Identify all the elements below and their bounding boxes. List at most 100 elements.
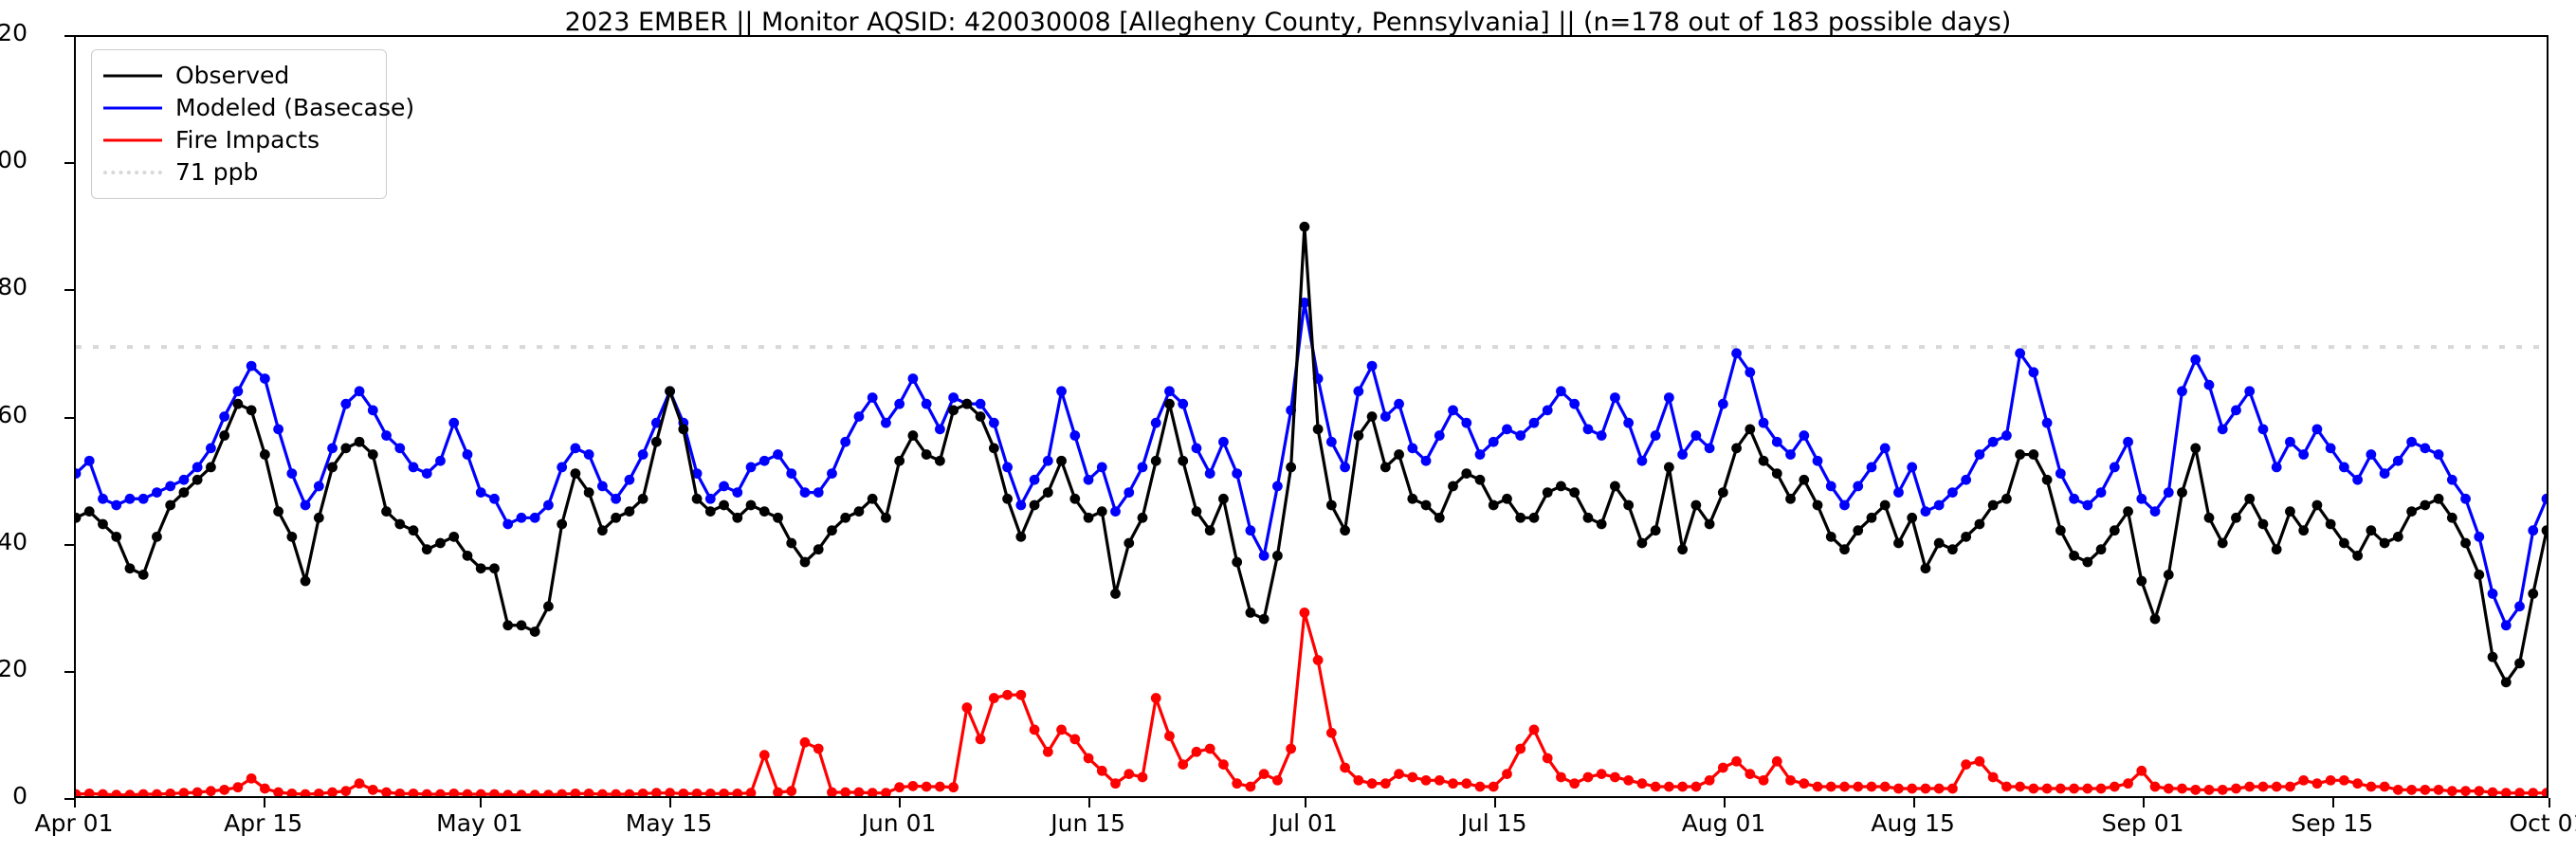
data-point [2352,778,2364,789]
data-point [1407,443,1418,454]
data-point [1731,443,1742,454]
x-tick-label: Aug 01 [1681,809,1766,837]
data-point [1178,455,1189,466]
data-point [1110,506,1121,517]
data-point [1528,417,1540,428]
data-point [704,493,716,504]
data-point [2055,468,2066,479]
data-point [2028,449,2039,460]
data-point [2487,589,2498,599]
data-point [1164,386,1175,397]
data-point [516,789,527,796]
data-point [704,506,716,517]
data-point [1002,689,1013,700]
data-point [1474,449,1486,460]
x-tick-mark [74,798,76,808]
data-point [948,392,959,403]
data-point [394,518,406,530]
data-point [2446,512,2457,523]
data-point [975,734,986,745]
data-point [1556,771,1566,783]
data-point [76,789,82,796]
x-tick-label: May 15 [625,809,713,837]
data-point [1204,743,1215,754]
y-tick-mark [64,798,74,800]
data-point [76,512,82,523]
legend-item-label: Fire Impacts [175,126,320,154]
data-point [1340,462,1350,473]
data-point [1474,781,1486,792]
data-point [1704,518,1715,530]
data-point [2514,788,2525,796]
data-point [1717,398,1728,409]
data-point [1853,781,1864,792]
series-observed [76,221,2547,688]
data-point [1596,430,1607,441]
data-point [1312,424,1324,435]
data-point [367,405,378,416]
data-point [1610,771,1620,783]
x-tick-mark [2143,798,2146,808]
legend-item[interactable]: Fire Impacts [103,124,375,156]
data-point [637,493,649,504]
data-point [1218,759,1229,770]
data-point [1866,462,1877,473]
data-point [1042,455,1053,466]
data-point [2244,781,2256,792]
data-point [2123,778,2133,789]
data-point [773,449,783,460]
data-point [813,743,824,754]
legend-item[interactable]: Modeled (Basecase) [103,92,414,124]
data-point [2109,462,2120,473]
data-point [1258,550,1270,561]
x-tick-label: Sep 15 [2291,809,2374,837]
legend-item[interactable]: 71 ppb [103,156,375,189]
data-point [2163,487,2174,498]
data-point [1502,493,1512,504]
data-point [894,782,905,793]
y-tick-label: 120 [0,19,27,46]
data-point [1582,512,1594,523]
data-point [921,781,932,792]
data-point [1325,436,1337,447]
data-point [2474,570,2485,580]
data-point [1245,781,1256,792]
data-point [1015,689,1027,700]
data-point [489,563,500,574]
legend-item[interactable]: Observed [103,60,375,92]
data-point [1286,462,1297,473]
data-point [1110,778,1121,789]
data-point [1164,398,1175,409]
data-point [502,789,514,796]
data-point [921,449,932,460]
data-point [881,417,891,428]
x-tick-mark [668,798,671,808]
data-point [1488,499,1499,511]
data-point [1893,537,1904,549]
data-point [1961,759,1972,770]
data-point [1299,608,1310,618]
data-point [2015,449,2026,460]
data-point [1907,512,1918,523]
x-tick-mark [479,798,482,808]
data-point [1974,518,1985,530]
x-tick-mark [1912,798,1915,808]
x-tick-label: Aug 15 [1871,809,1955,837]
data-point [799,487,811,498]
data-point [2311,778,2323,789]
data-point [1650,525,1661,536]
data-point [2041,783,2053,794]
data-point [1245,525,1256,536]
data-point [773,512,783,523]
data-point [1569,398,1580,409]
data-point [1825,481,1836,492]
data-point [300,789,311,796]
data-point [1272,481,1283,492]
data-point [1542,487,1553,498]
data-point [2109,781,2120,792]
data-point [1717,487,1728,498]
data-point [2541,493,2547,504]
data-point [206,443,216,454]
data-point [1690,499,1702,511]
data-point [1150,693,1161,703]
